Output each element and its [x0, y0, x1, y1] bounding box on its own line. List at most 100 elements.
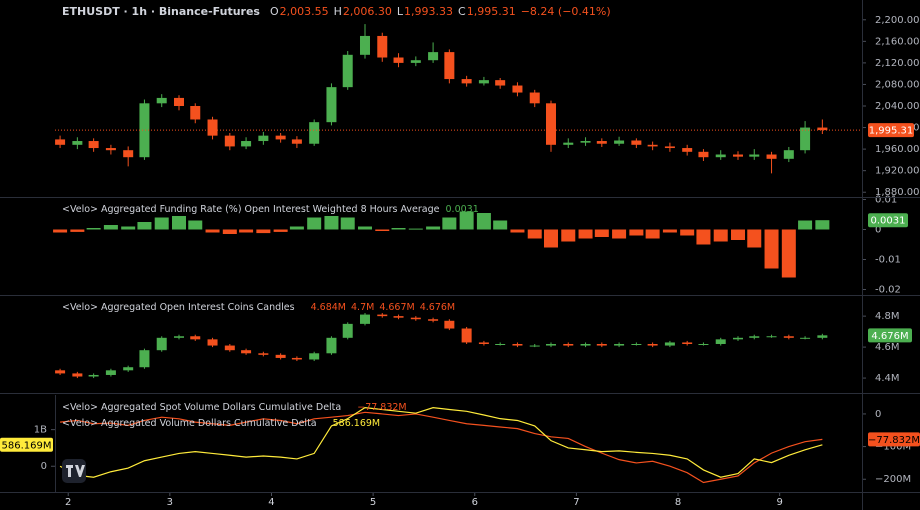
x-tick-label: 2: [65, 497, 71, 508]
y-tick-label: 1,880.00: [875, 187, 920, 198]
candle-body: [139, 350, 150, 368]
ohlc-key: C: [458, 5, 466, 18]
candle-body: [428, 52, 439, 61]
y-tick-label: 4.6M: [875, 342, 900, 353]
candle-body: [596, 344, 607, 346]
ohlc-value: 1,993.33: [404, 5, 453, 18]
oi-legend: <Velo> Aggregated Open Interest Coins Ca…: [62, 302, 455, 313]
indicator-value: 586.169M: [333, 418, 380, 429]
candle-body: [545, 103, 556, 145]
candle-body: [88, 374, 99, 377]
histogram-bar: [594, 229, 609, 237]
candle-body: [241, 350, 252, 354]
histogram-bar: [121, 226, 136, 230]
histogram-bar: [815, 220, 830, 230]
y-tick-label: 2,200.00: [875, 15, 920, 26]
candle-body: [495, 80, 506, 86]
candle-body: [444, 320, 455, 329]
y-tick-label: 1,920.00: [875, 166, 920, 177]
candle-body: [393, 316, 404, 318]
histogram-bar: [612, 229, 627, 239]
value-tag: [868, 123, 914, 138]
candle-body: [596, 141, 607, 144]
candle-body: [291, 357, 302, 360]
y-tick-label: 2,040.00: [875, 101, 920, 112]
candle-body: [342, 54, 353, 88]
ohlc-key: H: [334, 5, 342, 18]
candle-body: [241, 141, 252, 147]
candle-body: [512, 344, 523, 346]
histogram-bar: [70, 229, 85, 232]
histogram-bar: [645, 229, 660, 239]
candle-body: [682, 148, 693, 152]
y-tick-label: −100M: [875, 442, 911, 453]
candle-body: [495, 344, 506, 345]
histogram-bar: [307, 217, 322, 230]
symbol-header: ETHUSDT · 1h · Binance-Futures O2,003.55 H…: [62, 5, 611, 18]
y-tick-label: 1B: [34, 425, 47, 436]
value-tag: [868, 432, 920, 447]
histogram-bar: [171, 216, 186, 230]
candle-body: [393, 57, 404, 63]
histogram-bar: [662, 229, 677, 233]
indicator-name: <Velo> Aggregated Spot Volume Dollars Cu…: [62, 402, 341, 413]
y-tick-label: 2,160.00: [875, 36, 920, 47]
histogram-bar: [459, 211, 474, 230]
candle-body: [156, 97, 167, 104]
candle-body: [190, 336, 201, 340]
symbol-title: ETHUSDT · 1h · Binance-Futures: [62, 5, 260, 18]
indicator-name: <Velo> Aggregated Funding Rate (%) Open …: [62, 204, 440, 215]
candle-body: [410, 60, 421, 63]
histogram-bar: [256, 229, 271, 234]
candle-body: [309, 122, 320, 144]
y-tick-label: 4.8M: [875, 311, 900, 322]
candle-body: [410, 317, 421, 320]
value-tag: [868, 213, 908, 228]
y-tick-label: 0.01: [875, 195, 897, 206]
value-tag: [0, 437, 53, 452]
candle-body: [72, 141, 83, 145]
candle-body: [563, 142, 574, 145]
candle-body: [749, 336, 760, 338]
logo-mark: [66, 465, 85, 477]
candle-body: [698, 344, 709, 345]
candle-body: [783, 336, 794, 338]
histogram-bar: [239, 229, 254, 233]
histogram-bar: [696, 229, 711, 245]
histogram-bar: [391, 228, 406, 230]
ohlc-value: 2,003.55: [280, 5, 329, 18]
histogram-bar: [137, 222, 152, 230]
spot-cvd-legend: <Velo> Aggregated Spot Volume Dollars Cu…: [62, 402, 407, 413]
candle-body: [631, 344, 642, 345]
y-tick-label: 4.4M: [875, 373, 900, 384]
histogram-bar: [798, 220, 813, 230]
candle-body: [664, 342, 675, 346]
candle-body: [733, 337, 744, 340]
histogram-bar: [510, 229, 525, 233]
candle-body: [123, 150, 134, 158]
candle-body: [817, 335, 828, 338]
candle-body: [512, 85, 523, 93]
histogram-bar: [86, 228, 101, 230]
ohlc-key: L: [397, 5, 404, 18]
candle-body: [461, 79, 472, 84]
x-tick-label: 7: [573, 497, 579, 508]
candle-body: [478, 342, 489, 344]
candle-body: [444, 52, 455, 80]
candle-body: [55, 370, 66, 374]
y-tick-label: 0: [41, 461, 47, 472]
candle-body: [88, 141, 99, 149]
histogram-bar: [53, 229, 68, 233]
histogram-bar: [442, 217, 457, 230]
y-tick-label: 0: [875, 225, 881, 236]
histogram-bar: [324, 216, 339, 230]
candle-body: [631, 140, 642, 145]
histogram-bar: [543, 229, 558, 248]
cvd-legend: <Velo> Aggregated Volume Dollars Cumulat…: [62, 418, 380, 429]
candle-body: [123, 367, 134, 371]
indicator-value: 0.0031: [446, 204, 479, 215]
ohlc-value: 1,995.31: [467, 5, 516, 18]
funding-legend: <Velo> Aggregated Funding Rate (%) Open …: [62, 204, 479, 215]
